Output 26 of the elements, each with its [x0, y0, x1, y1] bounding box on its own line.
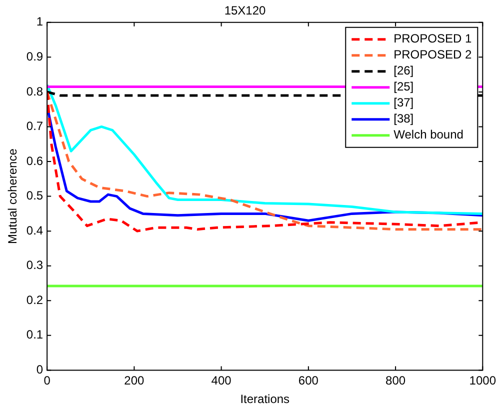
- y-axis-title: Mutual coherence: [6, 148, 20, 244]
- y-tick-label: 0.1: [26, 328, 44, 342]
- y-tick-label: 0.8: [26, 84, 44, 98]
- y-tick-label: 0.7: [26, 119, 44, 134]
- x-tick-label: 1000: [469, 374, 496, 388]
- legend-label: PROPOSED 2: [394, 48, 472, 62]
- y-tick-label: 0.4: [26, 223, 44, 238]
- x-tick-label: 600: [298, 374, 319, 388]
- y-tick-label: 0.9: [26, 49, 44, 64]
- legend-label: [25]: [394, 80, 414, 94]
- y-tick-label: 1: [36, 14, 44, 29]
- y-tick-label: 0.2: [26, 292, 44, 307]
- chart-title: 15X120: [224, 4, 266, 18]
- legend-label: Welch bound: [394, 128, 464, 142]
- legend-label: PROPOSED 1: [394, 32, 472, 46]
- x-tick-label: 200: [124, 374, 145, 388]
- x-tick-label: 800: [386, 374, 406, 388]
- y-tick-label: 0.6: [26, 154, 44, 168]
- legend-label: [38]: [394, 112, 414, 126]
- y-tick-label: 0.3: [26, 258, 44, 272]
- legend-label: [26]: [394, 64, 414, 78]
- x-tick-label: 400: [211, 374, 232, 388]
- y-tick-label: 0.5: [26, 188, 44, 203]
- x-axis-title: Iterations: [240, 392, 290, 406]
- legend-label: [37]: [394, 96, 414, 110]
- y-tick-label: 0: [36, 362, 44, 377]
